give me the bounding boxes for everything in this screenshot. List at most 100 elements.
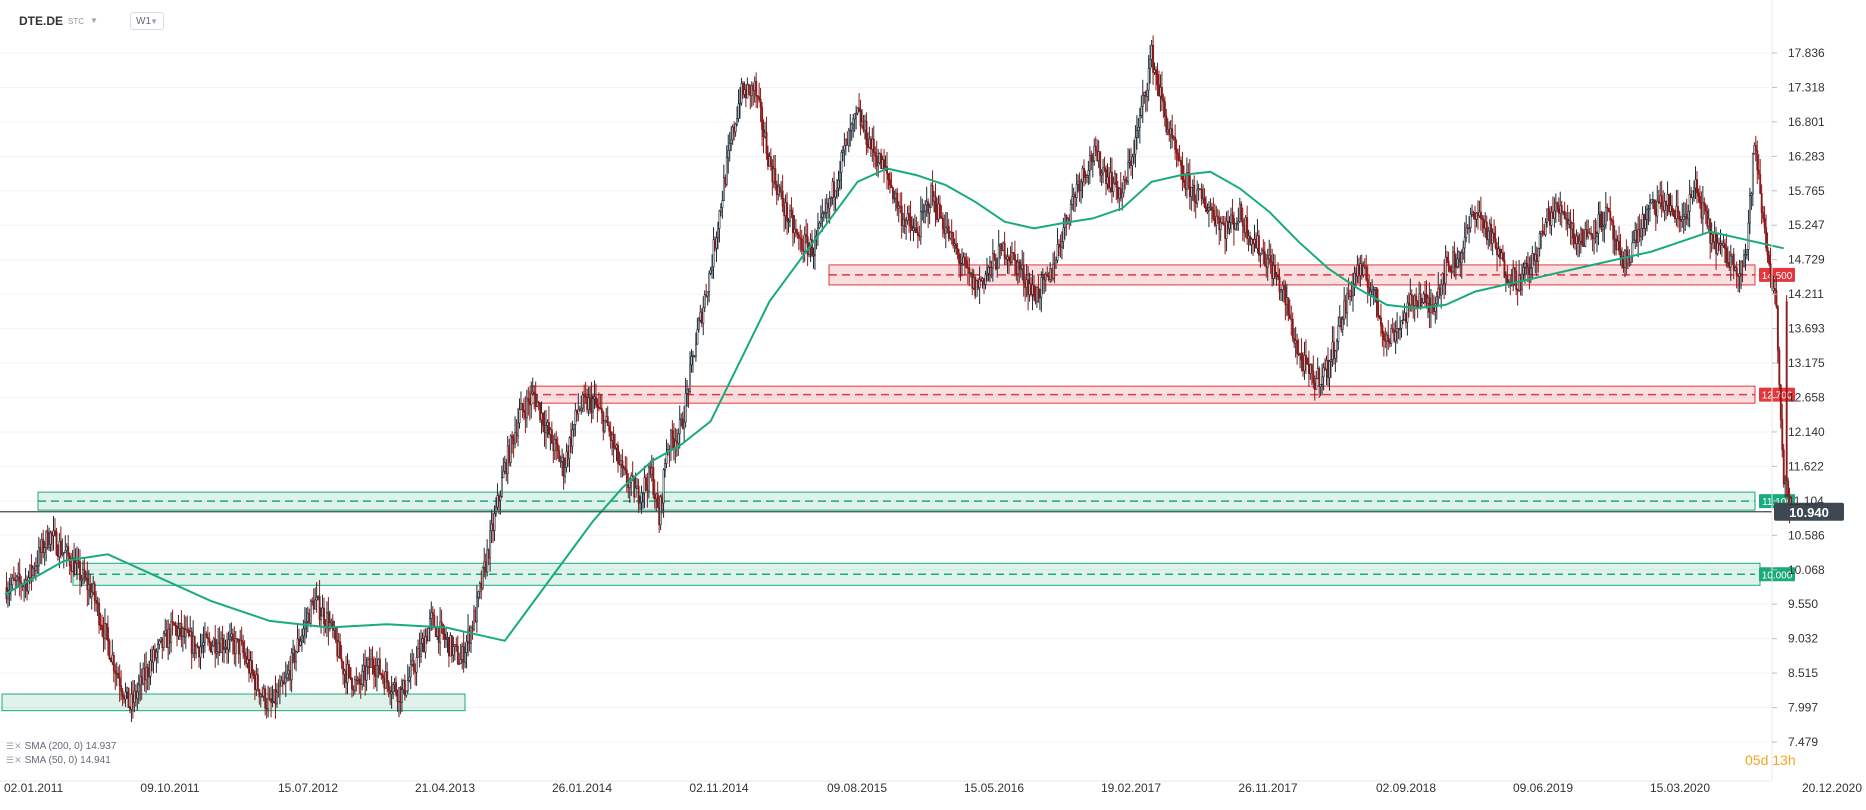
- candle: [445, 627, 447, 648]
- indicator-settings-icon[interactable]: ☰✕: [6, 741, 22, 751]
- candle-body: [864, 120, 866, 131]
- x-tick-label: 02.11.2014: [689, 781, 748, 795]
- candle-body: [117, 672, 120, 679]
- candle-body: [1134, 137, 1137, 155]
- candle-body: [656, 493, 659, 509]
- legend-sma200[interactable]: ☰✕ SMA (200, 0) 14.937: [6, 741, 116, 752]
- symbol-name[interactable]: DTE.DE: [19, 14, 64, 28]
- candle: [595, 383, 597, 408]
- candle-body: [37, 547, 40, 566]
- candle: [1560, 200, 1563, 228]
- candle: [833, 171, 836, 212]
- candle: [1446, 250, 1449, 264]
- candle-body: [161, 637, 164, 648]
- candle: [1409, 278, 1412, 312]
- candle-body: [966, 266, 969, 269]
- candle: [712, 227, 715, 279]
- level-tag-label: 12.700: [1762, 391, 1793, 402]
- candle: [9, 573, 12, 601]
- candle-body: [1485, 221, 1488, 240]
- candle-body: [1019, 268, 1022, 271]
- bottom-support-zone: [1, 693, 466, 712]
- candle-body: [121, 691, 124, 697]
- candle: [415, 646, 418, 686]
- timeframe-select[interactable]: W1 ▼: [130, 12, 164, 30]
- candle: [1765, 214, 1768, 252]
- candle-body: [1528, 266, 1531, 275]
- candle: [987, 265, 990, 282]
- candle: [137, 674, 140, 705]
- candle-body: [1640, 227, 1643, 237]
- candle-body: [578, 408, 581, 411]
- candle: [1603, 211, 1606, 243]
- candle-body: [1271, 261, 1274, 279]
- candle-body: [173, 622, 176, 626]
- candle: [234, 631, 237, 667]
- candle: [868, 126, 871, 149]
- candle-body: [702, 307, 705, 324]
- candle-body: [764, 131, 766, 138]
- candle-body: [252, 671, 255, 677]
- candle-body: [1565, 218, 1568, 221]
- candle: [918, 225, 921, 241]
- candle: [803, 226, 806, 262]
- candle: [96, 596, 99, 616]
- symbol-dropdown-icon[interactable]: ▼: [90, 16, 98, 25]
- sma-line: [4, 167, 1784, 642]
- candle: [1158, 70, 1160, 97]
- candle-body: [1000, 244, 1003, 251]
- candle: [1566, 204, 1569, 237]
- candle: [1100, 169, 1103, 186]
- candle: [1147, 55, 1150, 102]
- candle: [114, 663, 117, 690]
- candle-body: [503, 462, 506, 472]
- candle: [500, 465, 503, 499]
- candle-body: [295, 651, 298, 663]
- candle-body: [1377, 301, 1379, 317]
- candle: [1400, 320, 1403, 338]
- candle-body: [1353, 273, 1356, 285]
- candle: [320, 607, 323, 634]
- candle-body: [337, 641, 340, 657]
- candle: [1231, 198, 1234, 225]
- candle: [179, 622, 181, 640]
- candle-body: [449, 635, 452, 657]
- candle-body: [611, 434, 614, 441]
- candle-body: [349, 667, 352, 679]
- candle: [280, 675, 283, 687]
- candle: [1162, 93, 1165, 118]
- candle: [1221, 216, 1224, 225]
- candle-body: [692, 355, 694, 357]
- candle-body: [1488, 223, 1491, 232]
- candle-body: [930, 185, 933, 208]
- indicator-settings-icon[interactable]: ☰✕: [6, 755, 22, 765]
- candle: [1668, 193, 1671, 215]
- candle-body: [239, 639, 242, 655]
- candle: [939, 195, 941, 220]
- candle: [1693, 180, 1696, 202]
- candle-body: [248, 659, 251, 674]
- candle-body: [1018, 261, 1021, 270]
- candle-body: [179, 623, 181, 629]
- candle-body: [93, 583, 96, 601]
- candle: [261, 686, 264, 698]
- candle-body: [1080, 181, 1083, 191]
- candle-body: [83, 569, 86, 579]
- candle: [52, 515, 55, 551]
- candle-body: [608, 425, 611, 432]
- candle-body: [1496, 247, 1499, 256]
- candle: [1744, 243, 1747, 271]
- candle-body: [1040, 277, 1043, 298]
- candle-body: [733, 126, 736, 133]
- legend-sma50[interactable]: ☰✕ SMA (50, 0) 14.941: [6, 755, 111, 766]
- candle: [1549, 206, 1551, 234]
- candle: [1116, 180, 1119, 204]
- y-tick-label: 13.175: [1788, 356, 1825, 370]
- candle: [659, 494, 662, 531]
- candle: [1554, 193, 1557, 224]
- candle: [1225, 211, 1228, 252]
- candle-body: [1647, 208, 1650, 211]
- candle: [1397, 327, 1400, 340]
